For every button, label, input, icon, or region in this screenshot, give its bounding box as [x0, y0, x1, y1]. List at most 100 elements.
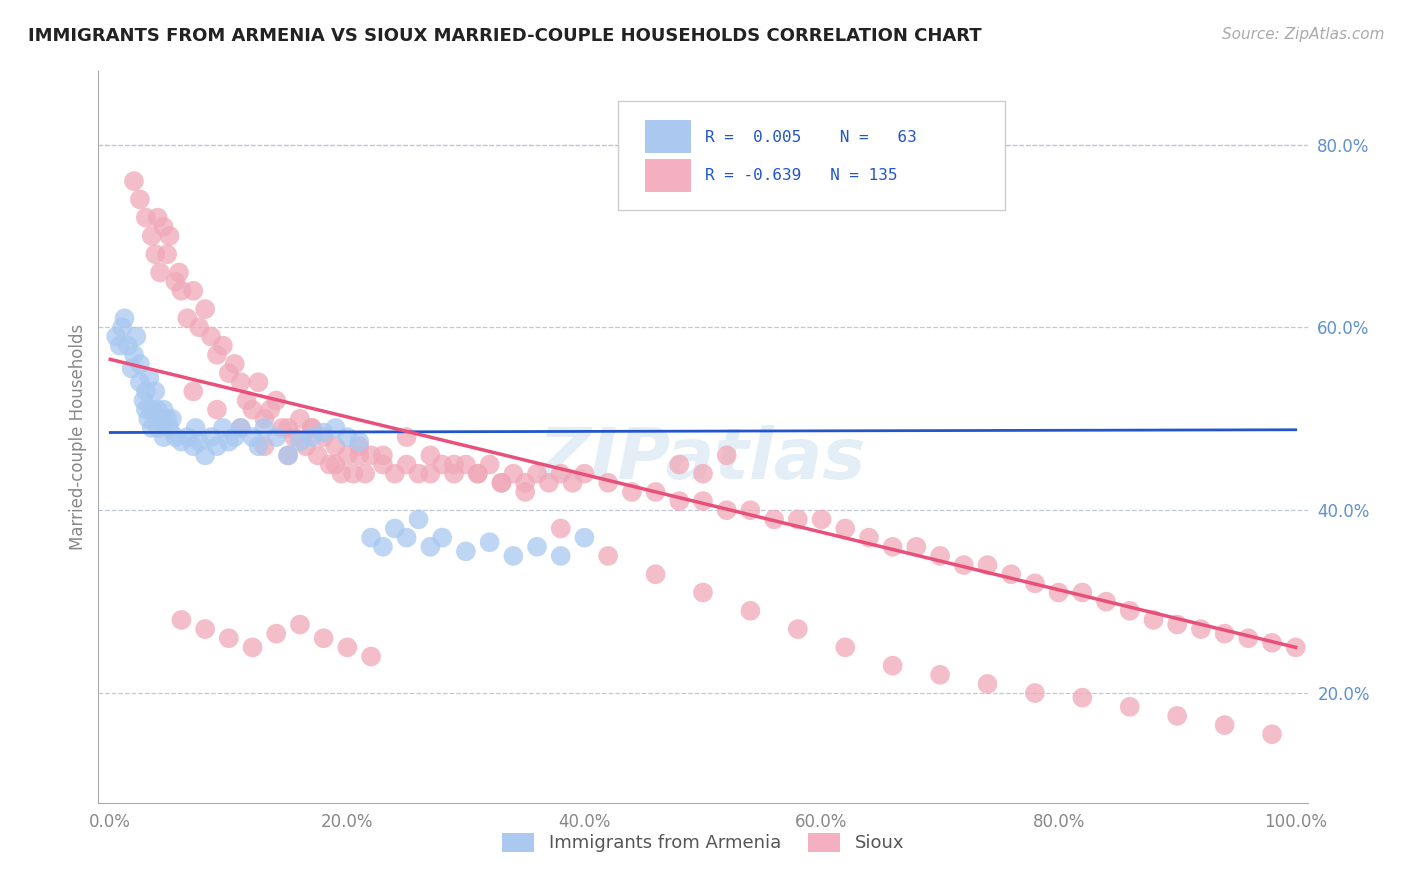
Point — [692, 467, 714, 481]
Point — [360, 531, 382, 545]
Point — [454, 544, 477, 558]
Point — [408, 467, 430, 481]
Point — [129, 357, 152, 371]
Point — [952, 558, 974, 573]
Point — [371, 540, 394, 554]
Point — [395, 531, 418, 545]
Point — [550, 549, 572, 563]
Point — [692, 585, 714, 599]
Point — [620, 485, 643, 500]
Text: R =  0.005    N =   63: R = 0.005 N = 63 — [706, 129, 917, 145]
Point — [194, 448, 217, 462]
Point — [810, 512, 832, 526]
Point — [716, 448, 738, 462]
Point — [135, 211, 157, 225]
Point — [229, 421, 252, 435]
Point — [478, 535, 501, 549]
Point — [149, 266, 172, 280]
Point — [117, 339, 139, 353]
Point — [491, 475, 513, 490]
Point — [170, 284, 193, 298]
Point — [419, 467, 441, 481]
Point — [165, 430, 187, 444]
Point — [146, 421, 169, 435]
Point — [277, 448, 299, 462]
Point — [1000, 567, 1022, 582]
Point — [1047, 585, 1070, 599]
Point — [1119, 699, 1142, 714]
Point — [763, 512, 786, 526]
Point — [271, 421, 294, 435]
Point — [325, 458, 347, 472]
Point — [176, 430, 198, 444]
Point — [354, 467, 377, 481]
Point — [242, 640, 264, 655]
Point — [212, 339, 235, 353]
Point — [283, 430, 305, 444]
Point — [515, 475, 537, 490]
Point — [786, 512, 808, 526]
Point — [229, 421, 252, 435]
Point — [384, 467, 406, 481]
Point — [384, 521, 406, 535]
Point — [976, 677, 998, 691]
Point — [194, 302, 217, 317]
Point — [242, 430, 264, 444]
Point — [325, 421, 347, 435]
Point — [301, 421, 323, 435]
Point — [188, 320, 211, 334]
Point — [129, 193, 152, 207]
Point — [342, 467, 364, 481]
Point — [740, 604, 762, 618]
Point — [929, 549, 952, 563]
Point — [277, 421, 299, 435]
Point — [360, 649, 382, 664]
Point — [443, 458, 465, 472]
Point — [259, 402, 281, 417]
Point — [156, 412, 179, 426]
Point — [644, 485, 666, 500]
Point — [165, 275, 187, 289]
Point — [318, 458, 340, 472]
Point — [692, 494, 714, 508]
Point — [181, 284, 204, 298]
Point — [114, 311, 136, 326]
Point — [478, 458, 501, 472]
Point — [1237, 632, 1260, 646]
Text: Source: ZipAtlas.com: Source: ZipAtlas.com — [1222, 27, 1385, 42]
Point — [143, 384, 166, 399]
Point — [526, 540, 548, 554]
Point — [122, 348, 145, 362]
Point — [1189, 622, 1212, 636]
Point — [371, 448, 394, 462]
Point — [152, 430, 174, 444]
Point — [419, 448, 441, 462]
Point — [301, 421, 323, 435]
Point — [224, 357, 246, 371]
Point — [135, 384, 157, 399]
Point — [432, 531, 454, 545]
Point — [395, 458, 418, 472]
Point — [136, 412, 159, 426]
Point — [235, 393, 257, 408]
Point — [129, 375, 152, 389]
Point — [644, 567, 666, 582]
Point — [143, 247, 166, 261]
Point — [976, 558, 998, 573]
Point — [288, 617, 311, 632]
Point — [561, 475, 583, 490]
Point — [111, 320, 134, 334]
Point — [1024, 686, 1046, 700]
Point — [668, 494, 690, 508]
Point — [1261, 636, 1284, 650]
Point — [1166, 709, 1188, 723]
Point — [159, 229, 181, 244]
Point — [347, 448, 370, 462]
Point — [218, 434, 240, 449]
Point — [491, 475, 513, 490]
Point — [347, 439, 370, 453]
Point — [716, 503, 738, 517]
Point — [1095, 594, 1118, 608]
Point — [502, 549, 524, 563]
Point — [184, 421, 207, 435]
